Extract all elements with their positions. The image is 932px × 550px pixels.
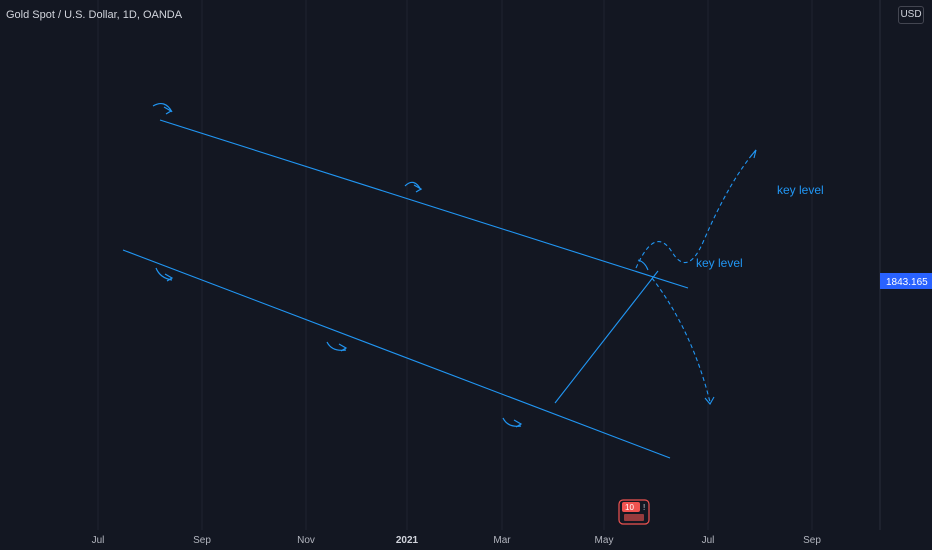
ascending-trendline [554,270,659,404]
bullish-projection-path [635,149,757,269]
arrow-head-icon [163,106,173,115]
time-axis-panel[interactable] [0,530,932,550]
time-tick-label: Nov [297,535,315,546]
arrow-head-icon [413,184,423,193]
event-badge-count: 10 [625,503,634,512]
current-price-value: 1843.165 [886,277,928,288]
arrow-head-icon [164,273,174,282]
currency-button[interactable]: USD [898,6,924,24]
event-badge[interactable]: 10 ! [618,499,650,525]
descending-trendline-upper [159,119,689,289]
descending-trendline-lower [122,249,671,459]
time-tick-label: Sep [803,535,821,546]
key-level-label-lower: key level [696,256,743,270]
flag-icon [624,514,644,521]
current-price-label-bg [880,273,932,289]
arrow-head-icon [338,343,348,352]
time-axis-labels: Jul Sep Nov 2021 Mar May Jul Sep [92,535,822,546]
arrow-head-icon [513,419,523,428]
time-tick-label: Sep [193,535,211,546]
time-tick-label: 2021 [396,535,419,546]
time-tick-label: Jul [92,535,105,546]
curved-arrow-icon [326,341,347,351]
time-tick-label: Jul [702,535,715,546]
arrow-head-icon [704,396,715,405]
curved-arrow-icon [152,102,173,113]
current-price-label: 1843.165 [880,273,932,289]
curved-arrow-icon [155,267,173,281]
event-badge-count-bg [622,502,640,512]
time-tick-label: Mar [493,535,511,546]
time-tick-label: May [595,535,614,546]
event-badge-more: ! [643,503,645,512]
curved-arrow-icon [502,417,522,427]
curved-arrow-icon [637,259,649,271]
trend-drawings [122,102,757,459]
chart-title: Gold Spot / U.S. Dollar, 1D, OANDA [6,9,183,21]
price-axis-panel[interactable] [880,0,932,530]
grid [97,0,813,530]
key-level-label-upper: key level [777,183,824,197]
bearish-projection-path [651,277,711,403]
arrow-head-icon [750,149,757,159]
